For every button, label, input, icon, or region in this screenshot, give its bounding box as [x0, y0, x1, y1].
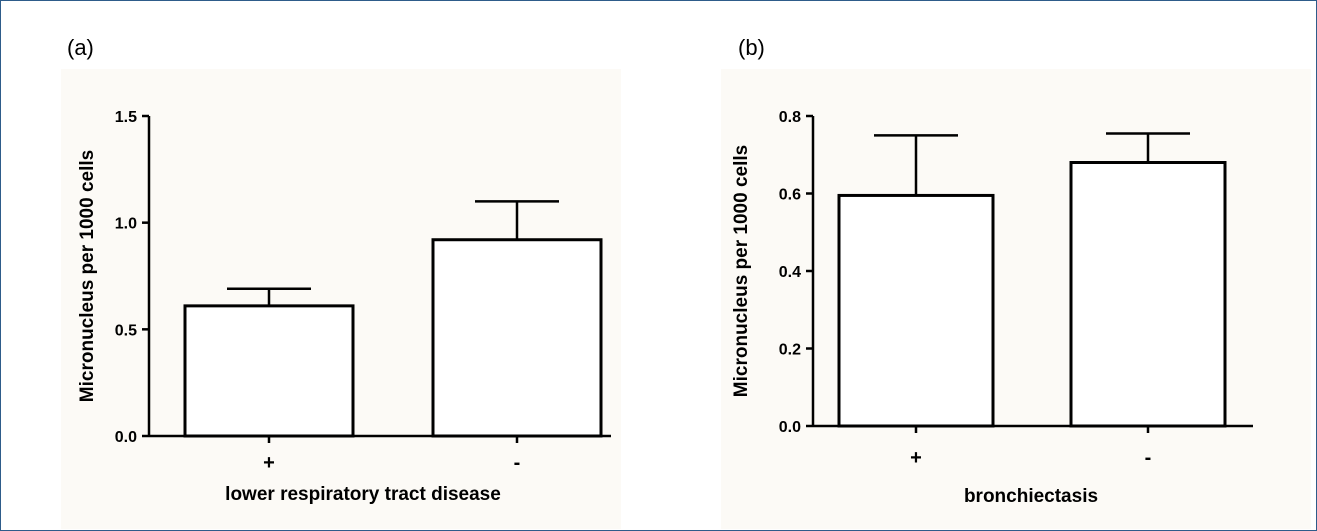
panel-b-y-axis-title: Micronucleus per 1000 cells	[731, 145, 752, 397]
panel-a-x-axis-title: lower respiratory tract disease	[225, 484, 501, 505]
panel-a-y-tick-label: 1.0	[115, 216, 137, 233]
panel-b-tag: (b)	[738, 35, 765, 60]
panel-b-y-tick-label: 0.4	[779, 264, 801, 281]
panel-b-bar	[1069, 161, 1227, 428]
panel-a-y-tick-label: 0.5	[115, 322, 137, 339]
panel-b-category-label: -	[1145, 447, 1152, 469]
panel-a: (a) Micronucleus per 1000 cells lower re…	[67, 35, 611, 505]
panel-b: (b) Micronucleus per 1000 cells bronchie…	[731, 35, 1253, 507]
panel-a-tag: (a)	[67, 35, 94, 60]
panel-b-category-label: +	[910, 447, 922, 469]
panel-b-y-tick-label: 0.6	[779, 187, 801, 204]
panel-a-y-axis-title: Micronucleus per 1000 cells	[77, 150, 98, 402]
panel-a-category-label: -	[514, 452, 521, 474]
panel-a-category-label: +	[263, 452, 275, 474]
panel-a-y-tick-label: 0.0	[115, 429, 137, 446]
panel-b-y-tick-label: 0.2	[779, 342, 801, 359]
panel-b-y-tick-label: 0.8	[779, 109, 801, 126]
panel-a-y-tick-label: 1.5	[115, 109, 137, 126]
panel-a-bar	[431, 238, 603, 438]
panel-b-y-tick-label: 0.0	[779, 419, 801, 436]
panel-a-bar	[183, 304, 355, 438]
panel-b-x-axis-title: bronchiectasis	[964, 486, 1098, 507]
panel-b-bar	[837, 193, 995, 428]
